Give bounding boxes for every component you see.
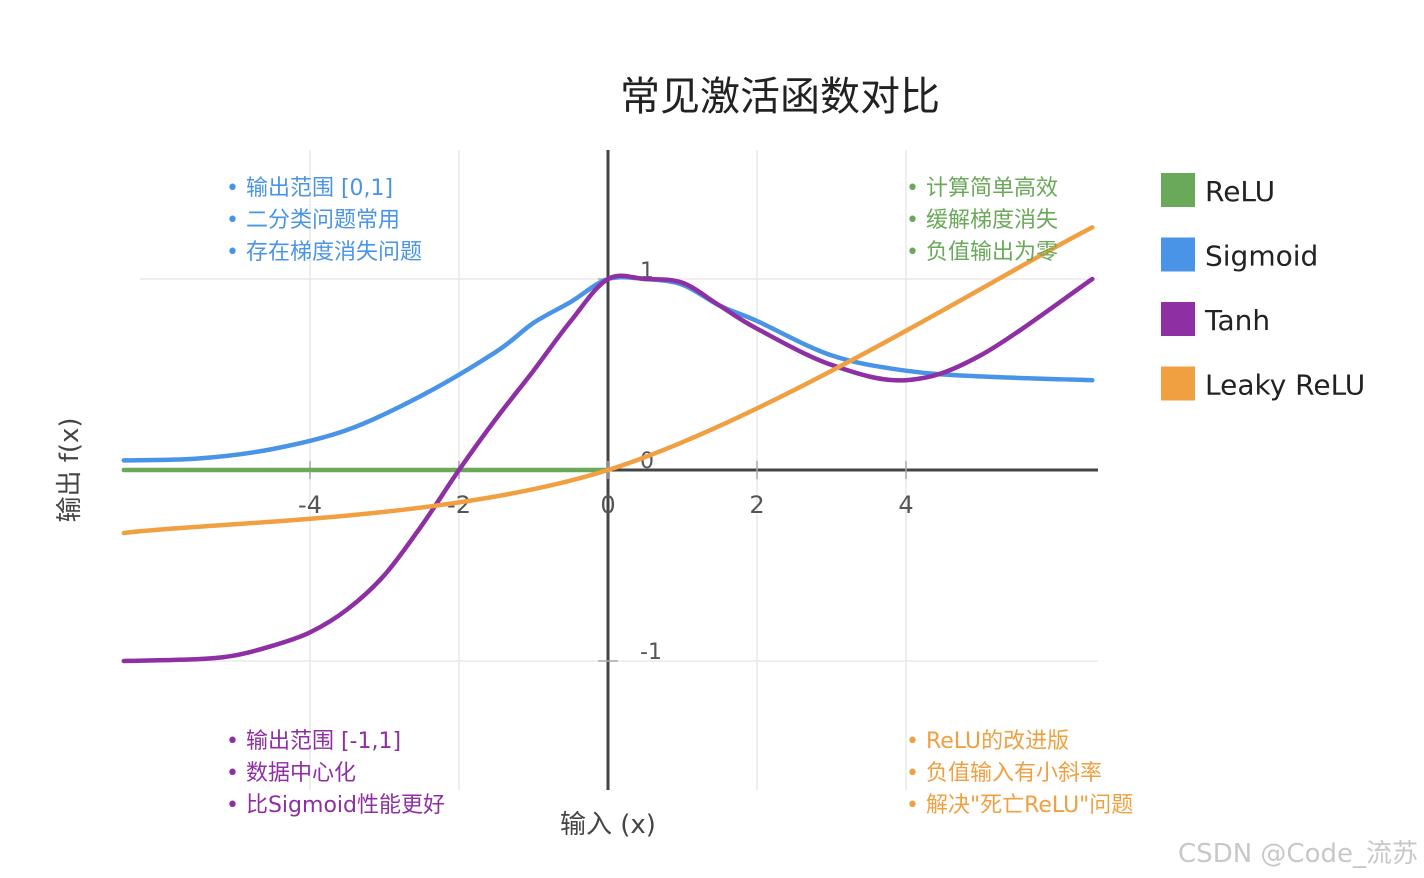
legend-label-leaky-relu: Leaky ReLU <box>1205 369 1365 402</box>
legend-swatch-sigmoid <box>1161 237 1195 272</box>
annotation-top-left-line: • 存在梯度消失问题 <box>226 240 422 265</box>
annotation-bottom-right-line: • 解决"死亡ReLU"问题 <box>906 793 1133 818</box>
chart-title: 常见激活函数对比 <box>620 74 940 120</box>
legend-swatch-tanh <box>1161 302 1195 336</box>
annotation-top-right-line: • 计算简单高效 <box>906 176 1058 201</box>
leaky-relu-line <box>121 225 1095 536</box>
watermark: CSDN @Code_流苏 <box>1178 839 1418 869</box>
x-tick-label: -2 <box>447 491 471 519</box>
tanh-line <box>121 273 1095 664</box>
legend-swatch-leaky-relu <box>1161 366 1195 401</box>
annotation-bottom-right-line: • 负值输入有小斜率 <box>906 761 1102 786</box>
legend-swatch-relu <box>1161 173 1195 207</box>
series-lines <box>121 225 1095 664</box>
annotation-bottom-left-line: • 数据中心化 <box>226 761 356 786</box>
x-tick-label: 4 <box>898 491 913 519</box>
annotation-top-right-line: • 缓解梯度消失 <box>906 208 1058 233</box>
x-tick-label: 0 <box>600 491 615 519</box>
legend-label-sigmoid: Sigmoid <box>1205 240 1318 273</box>
y-tick-label: -1 <box>640 640 662 665</box>
annotation-bottom-right-line: • ReLU的改进版 <box>906 729 1069 754</box>
x-tick-label: -4 <box>298 491 322 519</box>
annotation-bottom-left-line: • 比Sigmoid性能更好 <box>226 793 445 818</box>
y-axis-label: 输出 f(x) <box>55 417 85 522</box>
annotations: • 输出范围 [0,1] • 二分类问题常用 • 存在梯度消失问题 • 计算简单高效 •… <box>226 176 1133 818</box>
annotation-top-left-line: • 输出范围 [0,1] <box>226 176 393 201</box>
x-tick-label: 2 <box>749 491 764 519</box>
annotation-bottom-left-line: • 输出范围 [-1,1] <box>226 729 401 754</box>
legend-label-relu: ReLU <box>1205 175 1275 208</box>
x-axis-label: 输入 (x) <box>560 810 656 840</box>
annotation-top-left-line: • 二分类问题常用 <box>226 208 400 233</box>
legend-label-tanh: Tanh <box>1204 304 1270 337</box>
legend: ReLU Sigmoid Tanh Leaky ReLU <box>1161 173 1365 402</box>
annotation-top-right-line: • 负值输出为零 <box>906 240 1058 265</box>
